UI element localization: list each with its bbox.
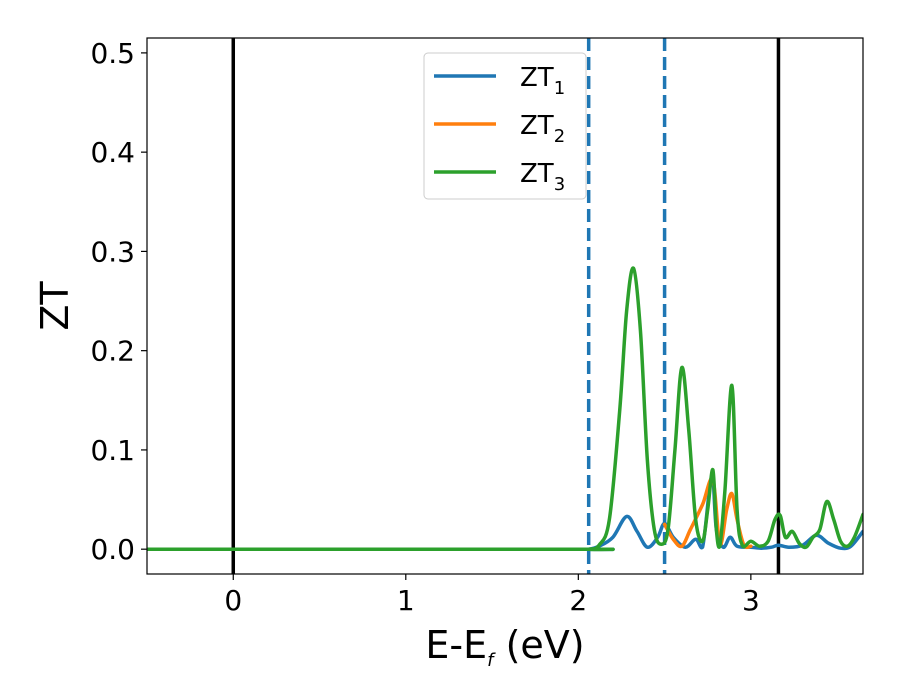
x-tick-label: 1	[397, 584, 415, 617]
y-tick-label: 0.1	[90, 434, 135, 467]
series-group	[147, 266, 863, 552]
y-tick-label: 0.3	[90, 235, 135, 268]
legend: ZT1 ZT2 ZT3	[423, 52, 587, 200]
y-axis: 0.0 0.1 0.2 0.3 0.4 0.5	[90, 37, 147, 566]
plot-frame	[146, 37, 864, 575]
legend-label-zt2: ZT2	[520, 111, 565, 147]
y-axis-label: ZT	[33, 281, 77, 331]
x-tick-label: 2	[569, 584, 587, 617]
vertical-markers	[231, 38, 781, 574]
y-tick-label: 0.0	[90, 533, 135, 566]
legend-label-zt3: ZT3	[520, 159, 565, 195]
x-axis: 0 1 2 3	[224, 574, 760, 617]
x-tick-label: 3	[742, 584, 760, 617]
y-tick-label: 0.4	[90, 136, 135, 169]
y-tick-label: 0.5	[90, 37, 135, 70]
x-tick-label: 0	[224, 584, 242, 617]
x-axis-label: E-Ef (eV)	[425, 623, 584, 671]
legend-label-zt1: ZT1	[520, 63, 565, 99]
y-tick-label: 0.2	[90, 335, 135, 368]
legend-box	[423, 52, 587, 200]
series-line-zt3	[147, 266, 863, 552]
